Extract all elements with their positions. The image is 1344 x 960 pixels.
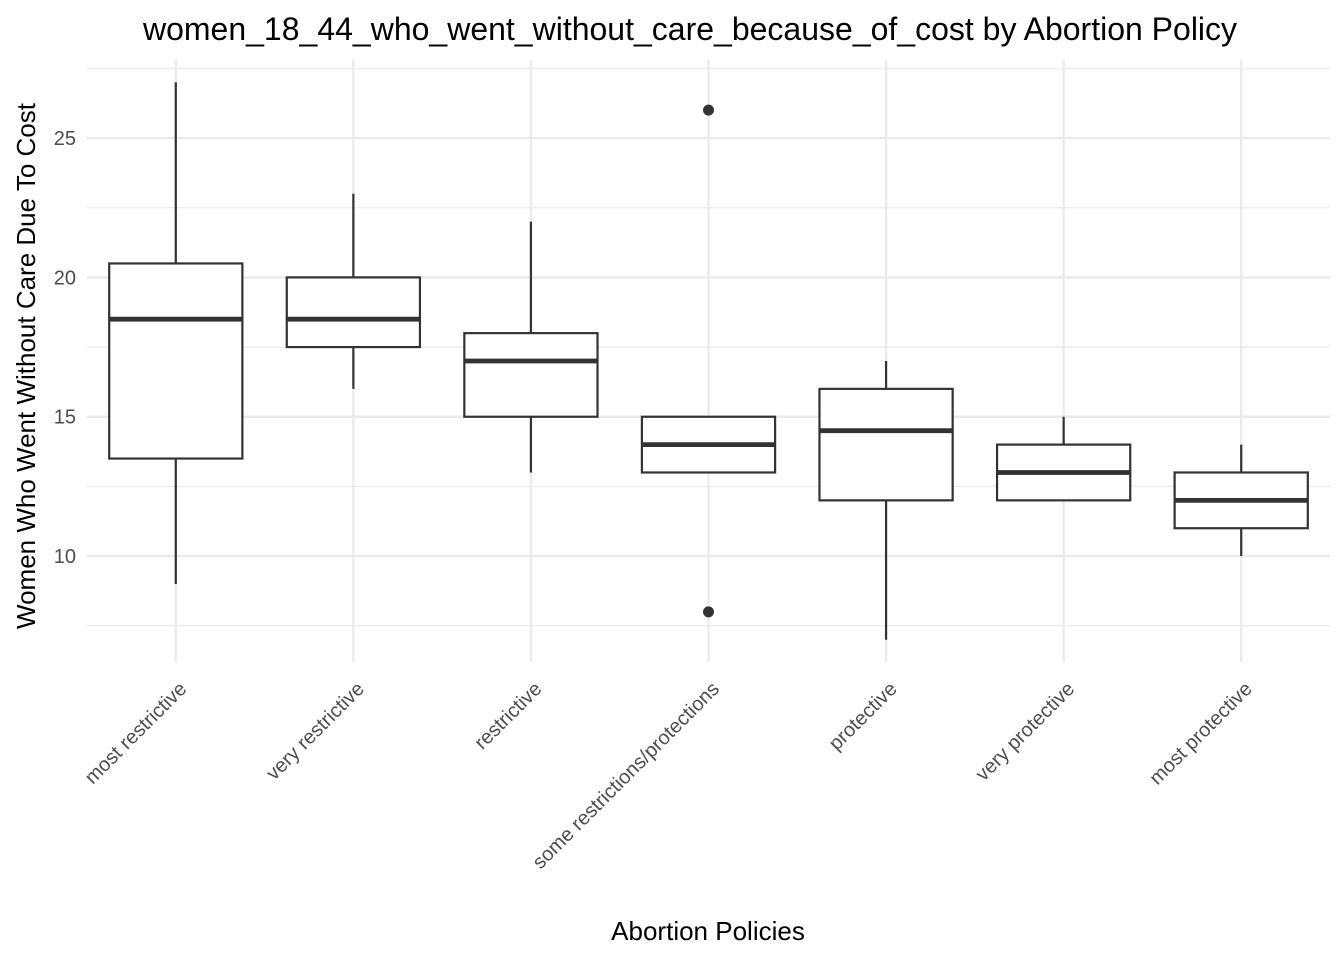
box-group [108, 82, 244, 584]
box-group [818, 361, 954, 640]
box [108, 262, 244, 460]
box-group [640, 104, 777, 618]
y-tick-label: 20 [54, 267, 76, 289]
y-tick-label: 10 [54, 546, 76, 568]
box-group [1173, 444, 1309, 557]
outlier-point [703, 606, 714, 618]
x-tick-label: restrictive [470, 678, 546, 754]
x-tick-label: most protective [1145, 678, 1256, 789]
x-tick-label: protective [825, 678, 902, 755]
box-group [463, 221, 599, 473]
box-marks [108, 82, 1309, 640]
chart-title: women_18_44_who_went_without_care_becaus… [142, 11, 1237, 47]
box [285, 276, 422, 349]
outlier-point [703, 104, 714, 116]
x-axis-title: Abortion Policies [611, 916, 805, 946]
x-tick-label: some restrictions/protections [528, 678, 724, 874]
box [463, 332, 599, 418]
x-tick-label: most restrictive [81, 678, 192, 789]
y-axis-title: Women Who Went Without Care Due To Cost [11, 102, 41, 629]
y-tick-label: 25 [54, 128, 76, 150]
y-tick-label: 15 [54, 407, 76, 429]
grid [87, 60, 1330, 662]
box [818, 387, 954, 502]
box-group [995, 416, 1132, 502]
x-tick-label: very protective [972, 678, 1080, 786]
y-axis-ticks: 10 15 20 25 [54, 128, 76, 568]
box-group [285, 193, 422, 389]
x-axis-ticks: most restrictive very restrictive restrict… [81, 678, 1257, 874]
x-tick-label: very restrictive [262, 678, 369, 785]
